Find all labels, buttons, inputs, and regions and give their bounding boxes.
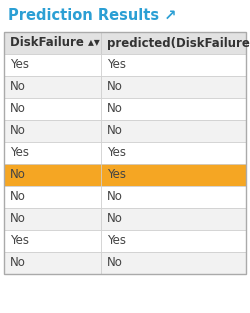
Bar [101, 142, 246, 164]
Bar [4, 208, 101, 230]
Bar [4, 98, 101, 120]
Bar [4, 186, 101, 208]
Text: Yes: Yes [107, 234, 126, 248]
Text: No: No [107, 213, 123, 225]
Bar [4, 230, 101, 252]
Text: Yes: Yes [107, 146, 126, 160]
Text: No: No [10, 191, 26, 203]
Bar [101, 76, 246, 98]
Text: No: No [107, 125, 123, 137]
Text: predicted(DiskFailure) ▴▾: predicted(DiskFailure) ▴▾ [107, 37, 250, 49]
Bar [101, 186, 246, 208]
Text: No: No [10, 168, 26, 182]
Text: No: No [10, 256, 26, 269]
Text: No: No [10, 125, 26, 137]
Text: No: No [107, 191, 123, 203]
Text: No: No [107, 256, 123, 269]
Text: DiskFailure ▴▾: DiskFailure ▴▾ [10, 37, 100, 49]
Bar [4, 32, 246, 274]
Bar [101, 32, 246, 54]
Bar [101, 54, 246, 76]
Bar [101, 208, 246, 230]
Bar [4, 164, 101, 186]
Bar [101, 120, 246, 142]
Text: No: No [107, 80, 123, 94]
Bar [4, 54, 101, 76]
Text: Yes: Yes [107, 168, 126, 182]
Bar [4, 32, 101, 54]
Bar [4, 120, 101, 142]
Text: No: No [10, 213, 26, 225]
Text: Yes: Yes [10, 234, 29, 248]
Text: No: No [107, 102, 123, 115]
Text: No: No [10, 80, 26, 94]
Text: No: No [10, 102, 26, 115]
Bar [101, 252, 246, 274]
Bar [4, 252, 101, 274]
Bar [101, 230, 246, 252]
Text: Yes: Yes [10, 146, 29, 160]
Text: Prediction Results ↗: Prediction Results ↗ [8, 8, 176, 23]
Bar [101, 98, 246, 120]
Bar [101, 164, 246, 186]
Text: Yes: Yes [107, 59, 126, 71]
Bar [4, 142, 101, 164]
Text: Yes: Yes [10, 59, 29, 71]
Bar [4, 76, 101, 98]
